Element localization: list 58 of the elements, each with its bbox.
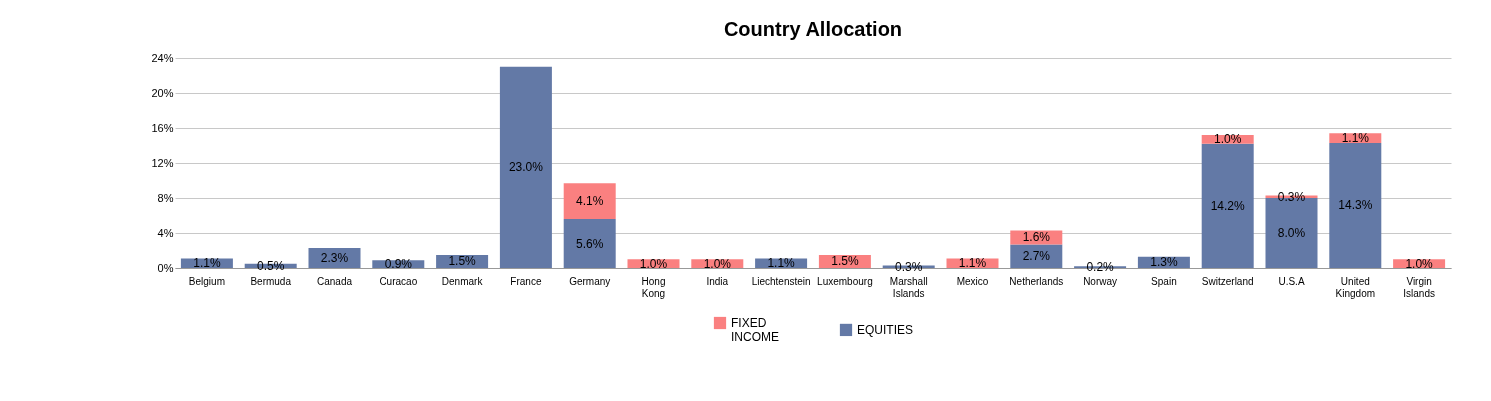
data-label: 8.0%: [1277, 226, 1306, 240]
data-label: 0.9%: [384, 257, 413, 272]
data-label: 14.3%: [1338, 198, 1373, 213]
x-tick-label: India: [706, 275, 729, 287]
data-label: 1.1%: [767, 256, 796, 271]
x-tick-label: Belgium: [188, 275, 225, 287]
data-label: 1.1%: [1341, 131, 1370, 146]
legend-label: FIXED INCOME: [731, 316, 779, 344]
data-label: 23.0%: [508, 160, 544, 175]
x-tick-label: Germany: [569, 275, 611, 287]
data-label: 1.0%: [703, 256, 732, 271]
x-tick-label: Norway: [1083, 275, 1118, 287]
chart-title: Country Allocation: [723, 18, 903, 40]
x-tick-label: Netherlands: [1009, 275, 1064, 287]
y-tick-label: 4%: [157, 226, 174, 239]
data-label: 2.7%: [1022, 249, 1051, 264]
x-tick-label: Switzerland: [1201, 275, 1254, 287]
y-tick-label: 8%: [157, 191, 174, 204]
x-tick-label: United Kingdom: [1335, 275, 1376, 299]
data-label: 1.5%: [448, 254, 477, 269]
bar: [1201, 143, 1254, 268]
x-tick-label: Liechtenstein: [751, 275, 811, 287]
data-label: 1.1%: [958, 256, 987, 271]
data-label: 1.5%: [831, 254, 859, 269]
data-label: 14.2%: [1210, 198, 1246, 213]
x-tick-label: Bermuda: [250, 275, 292, 287]
x-tick-label: Denmark: [441, 275, 484, 287]
x-tick-label: Canada: [316, 275, 353, 287]
y-tick-label: 0%: [157, 261, 174, 274]
data-label: 2.3%: [320, 250, 349, 265]
bar: [563, 219, 616, 268]
y-tick-label: 16%: [151, 121, 174, 134]
bar: [563, 183, 616, 219]
x-tick-label: Curacao: [379, 275, 418, 287]
data-label: 5.6%: [576, 236, 604, 251]
data-label: 1.0%: [1405, 256, 1434, 271]
x-tick-label: France: [510, 275, 542, 287]
y-tick-label: 12%: [151, 156, 174, 169]
x-tick-label: Virgin Islands: [1403, 275, 1435, 299]
data-label: 4.1%: [576, 194, 604, 209]
data-label: 0.3%: [895, 259, 923, 274]
x-tick-label: U.S.A: [1278, 275, 1305, 287]
bar: [1329, 142, 1382, 268]
bar: [499, 66, 552, 268]
x-tick-label: Marshall Islands: [889, 275, 928, 299]
bar: [1010, 244, 1063, 268]
y-tick-label: 24%: [151, 51, 174, 64]
y-tick-label: 20%: [151, 86, 174, 99]
data-label: 1.0%: [639, 256, 668, 271]
x-tick-label: Spain: [1151, 275, 1177, 287]
data-label: 1.6%: [1022, 230, 1051, 245]
x-tick-label: Mexico: [956, 275, 989, 287]
data-label: 1.3%: [1150, 255, 1178, 270]
data-label: 1.1%: [193, 256, 221, 271]
legend-label: EQUITIES: [857, 322, 914, 337]
x-tick-label: Hong Kong: [641, 275, 666, 299]
x-tick-label: Luxembourg: [817, 275, 873, 287]
data-label: 1.0%: [1214, 132, 1242, 147]
